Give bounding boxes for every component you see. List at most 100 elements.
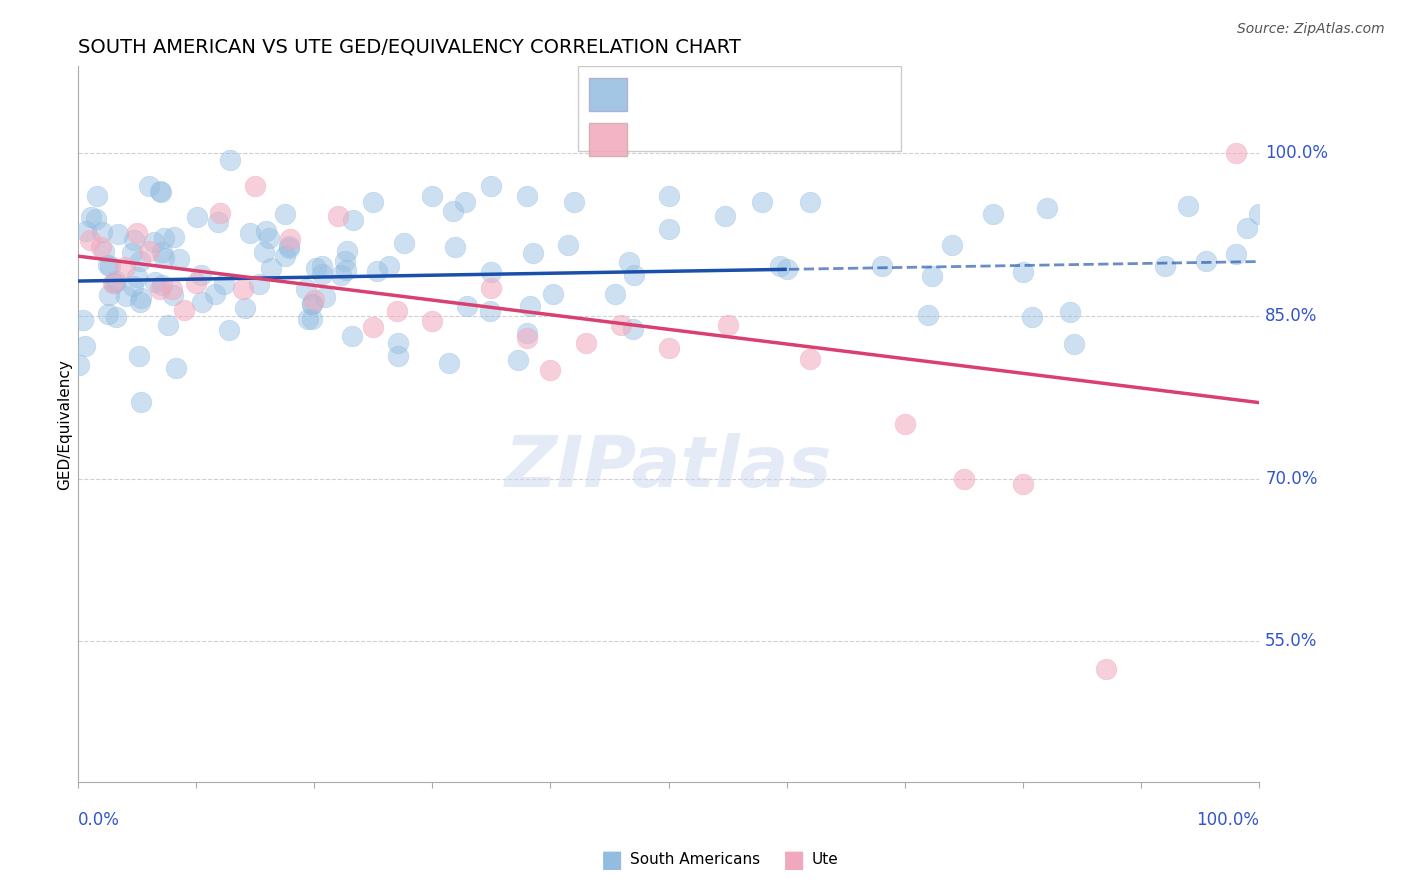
Point — [1059, 305, 1081, 319]
Point — [1012, 265, 1035, 279]
Point — [129, 254, 152, 268]
Point — [103, 276, 125, 290]
Point — [150, 186, 173, 200]
Point — [387, 336, 409, 351]
Point — [128, 349, 150, 363]
Point — [86, 188, 108, 202]
Point — [129, 394, 152, 409]
Point — [336, 244, 359, 258]
Point — [605, 286, 627, 301]
Point — [125, 227, 148, 241]
Text: Ute: Ute — [811, 853, 838, 867]
Point — [143, 276, 166, 290]
Point — [361, 194, 384, 209]
Point — [1035, 201, 1057, 215]
Text: South Americans: South Americans — [630, 853, 761, 867]
Point — [114, 260, 136, 274]
Point — [204, 287, 226, 301]
Point — [153, 251, 176, 265]
Point — [311, 267, 333, 281]
Point — [508, 353, 530, 368]
Point — [301, 311, 323, 326]
Point — [150, 245, 173, 260]
Point — [75, 224, 97, 238]
Point — [115, 289, 138, 303]
Point — [79, 233, 101, 247]
Point — [456, 299, 478, 313]
Point — [420, 189, 443, 203]
Point — [479, 178, 502, 193]
Text: R = -0.268   N = 32: R = -0.268 N = 32 — [638, 130, 815, 148]
Point — [162, 287, 184, 301]
Point — [162, 282, 184, 296]
Point — [67, 359, 90, 373]
Text: 55.0%: 55.0% — [1265, 632, 1317, 650]
Point — [297, 311, 319, 326]
Point — [254, 224, 277, 238]
Point — [479, 281, 502, 295]
Point — [149, 184, 172, 198]
Point — [219, 153, 242, 167]
Point — [516, 326, 538, 340]
Point — [305, 260, 328, 275]
Text: ■: ■ — [600, 848, 623, 871]
Point — [335, 263, 357, 277]
Point — [420, 314, 443, 328]
Y-axis label: GED/Equivalency: GED/Equivalency — [58, 359, 72, 490]
Point — [101, 277, 124, 291]
Text: Source: ZipAtlas.com: Source: ZipAtlas.com — [1237, 22, 1385, 37]
Point — [165, 361, 187, 376]
Point — [557, 238, 579, 252]
Point — [1153, 259, 1175, 273]
Point — [716, 318, 738, 332]
Point — [232, 282, 254, 296]
Point — [98, 288, 121, 302]
Point — [218, 323, 240, 337]
Point — [439, 356, 461, 370]
Point — [657, 221, 679, 235]
Point — [1236, 221, 1258, 235]
Text: 85.0%: 85.0% — [1265, 307, 1317, 325]
Point — [142, 235, 165, 249]
Point — [799, 194, 821, 209]
Point — [340, 329, 363, 343]
Point — [79, 211, 101, 225]
Point — [301, 297, 323, 311]
Point — [342, 212, 364, 227]
Point — [1177, 199, 1199, 213]
Point — [75, 339, 97, 353]
Point — [917, 309, 939, 323]
Text: 0.0%: 0.0% — [77, 811, 120, 830]
Point — [366, 263, 388, 277]
Point — [184, 277, 207, 291]
Point — [280, 231, 302, 245]
Point — [314, 290, 336, 304]
Point — [191, 295, 214, 310]
Point — [516, 330, 538, 344]
Point — [149, 282, 172, 296]
Point — [129, 295, 152, 310]
Point — [1249, 207, 1271, 221]
Point — [72, 312, 94, 326]
Point — [441, 203, 464, 218]
Point — [186, 210, 208, 224]
Text: 70.0%: 70.0% — [1265, 469, 1317, 488]
Point — [153, 231, 176, 245]
Point — [295, 282, 318, 296]
Point — [163, 230, 186, 244]
Text: 100.0%: 100.0% — [1197, 811, 1260, 830]
Point — [1063, 336, 1085, 351]
Point — [173, 303, 195, 318]
Point — [799, 352, 821, 367]
Point — [953, 472, 976, 486]
Point — [610, 318, 633, 332]
Point — [277, 241, 299, 255]
Point — [249, 277, 271, 291]
Point — [519, 299, 541, 313]
Point — [981, 207, 1004, 221]
Point — [538, 362, 561, 376]
Point — [921, 268, 943, 283]
Point — [392, 235, 415, 250]
Point — [98, 259, 121, 273]
Point — [361, 319, 384, 334]
